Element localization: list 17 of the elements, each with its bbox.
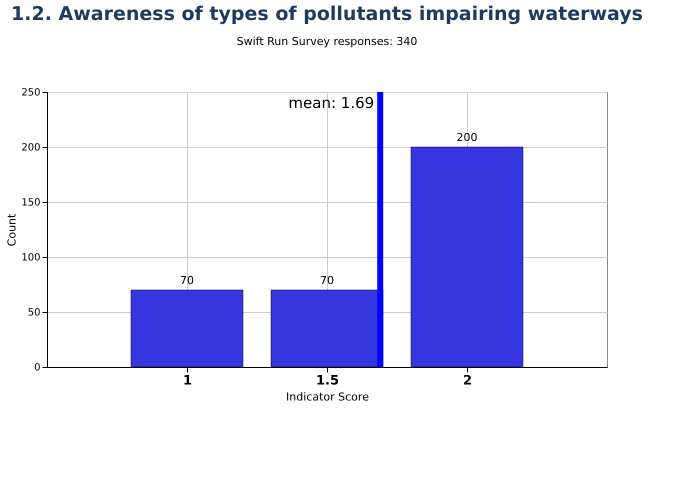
chart-subtitle: Swift Run Survey responses: 340 <box>236 35 418 48</box>
y-tick-label: 50 <box>28 308 40 318</box>
y-tick-label: 150 <box>21 198 40 208</box>
x-tick-label: 2 <box>462 374 472 388</box>
y-axis-title: Count <box>5 212 18 246</box>
data-label: 70 <box>320 274 334 287</box>
x-axis-title: Indicator Score <box>286 390 370 404</box>
data-label: 200 <box>456 131 478 144</box>
y-tick-label: 250 <box>21 88 40 98</box>
x-tick-label: 1 <box>182 374 192 388</box>
chart-title: 1.2. Awareness of types of pollutants impairing waterways <box>11 3 643 25</box>
x-tick-label: 1.5 <box>316 374 340 388</box>
y-tick-label: 100 <box>21 252 40 264</box>
data-label: 70 <box>180 274 194 287</box>
ref-line-label: mean: 1.69 <box>288 94 374 112</box>
y-tick-label: 200 <box>21 142 40 154</box>
y-tick-label: 0 <box>34 362 40 374</box>
